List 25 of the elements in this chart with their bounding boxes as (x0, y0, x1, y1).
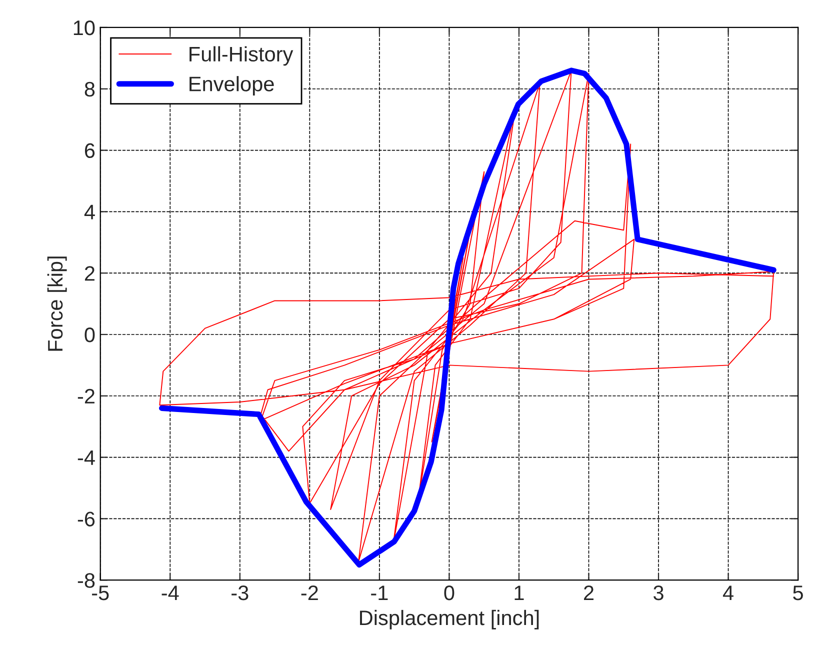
y-axis-title: Force [kip] (47, 256, 67, 351)
x-tick-label: 1 (514, 586, 524, 600)
x-tick-label: -4 (162, 586, 179, 600)
y-tick-label: -6 (78, 512, 95, 526)
y-tick-label: -2 (78, 388, 94, 404)
x-axis-title: Displacement [inch] (360, 610, 539, 630)
legend-label: Full-History (190, 46, 294, 66)
x-tick-label: -1 (371, 586, 388, 600)
x-tick-label: 3 (654, 586, 664, 600)
y-tick-label: 10 (74, 20, 95, 36)
x-tick-label: 5 (793, 586, 803, 600)
x-tick-label: 2 (584, 586, 594, 600)
x-tick-label: 4 (722, 586, 734, 600)
y-tick-label: 6 (84, 143, 95, 158)
y-tick-label: 4 (84, 204, 95, 220)
x-tick-label: -3 (232, 586, 248, 600)
y-tick-label: -8 (78, 573, 95, 588)
y-tick-label: 8 (84, 82, 95, 97)
y-tick-label: 2 (84, 266, 94, 281)
x-tick-label: -2 (301, 586, 318, 600)
x-tick-label: 0 (444, 586, 454, 600)
x-tick-label: -5 (92, 586, 109, 600)
y-tick-label: -4 (78, 450, 95, 465)
y-tick-label: 0 (84, 327, 95, 342)
legend-label: Envelope (190, 76, 274, 96)
